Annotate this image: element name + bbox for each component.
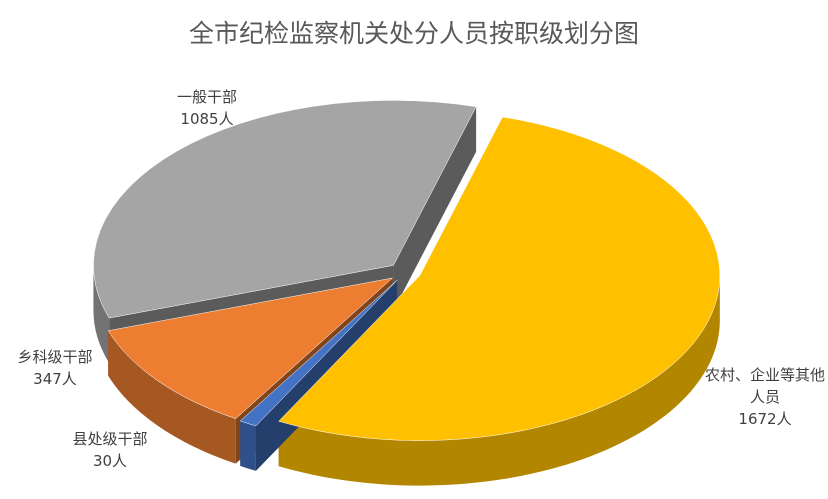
slice-value-label: 347人 xyxy=(33,370,77,388)
slice-value-label: 30人 xyxy=(92,452,128,470)
slice-side xyxy=(240,421,256,471)
chart-title: 全市纪检监察机关处分人员按职级划分图 xyxy=(188,19,639,48)
slice xyxy=(278,116,721,441)
slice xyxy=(93,100,477,319)
slice-side xyxy=(278,275,720,486)
slice xyxy=(107,277,394,419)
slice-label: 一般干部 xyxy=(176,88,237,106)
slice-side xyxy=(108,330,236,464)
slice-label: 农村、企业等其他人员 xyxy=(705,366,826,406)
slice-wall xyxy=(240,280,398,467)
slice-label: 县处级干部 xyxy=(72,430,148,448)
slice xyxy=(239,280,398,427)
slice-label: 乡科级干部 xyxy=(17,348,93,366)
slice-value-label: 1085人 xyxy=(180,110,234,128)
slice-value-label: 1672人 xyxy=(738,410,792,428)
slice-wall xyxy=(393,106,477,311)
slice-side xyxy=(93,265,110,364)
